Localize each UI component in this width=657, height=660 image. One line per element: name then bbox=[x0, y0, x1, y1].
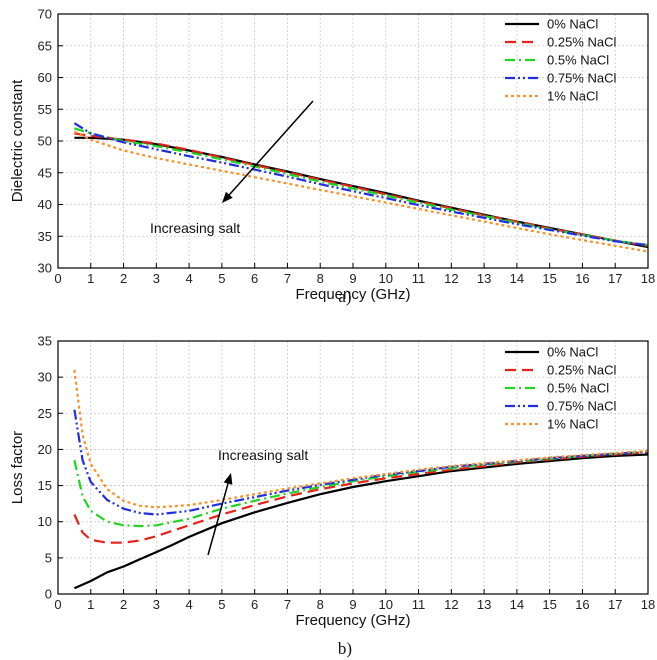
series-line bbox=[73, 453, 649, 590]
x-tick-label: 17 bbox=[608, 597, 622, 612]
x-tick-label: 18 bbox=[641, 597, 655, 612]
x-tick-label: 6 bbox=[251, 271, 258, 286]
x-tick-label: 15 bbox=[542, 597, 556, 612]
y-tick-label: 0 bbox=[45, 587, 52, 602]
y-axis-label: Loss factor bbox=[9, 431, 26, 504]
x-tick-label: 14 bbox=[510, 271, 524, 286]
x-tick-label: 0 bbox=[54, 597, 61, 612]
x-tick-label: 4 bbox=[185, 597, 192, 612]
x-tick-label: 13 bbox=[477, 597, 491, 612]
legend: 0% NaCl 0.25% NaCl 0.5% NaCl 0.75% NaCl 1% N… bbox=[505, 17, 616, 104]
legend-label: 0.25% NaCl bbox=[547, 363, 616, 378]
legend-label: 1% NaCl bbox=[547, 417, 598, 432]
x-tick-label: 12 bbox=[444, 271, 458, 286]
x-tick-label: 13 bbox=[477, 271, 491, 286]
series-line bbox=[73, 369, 649, 509]
y-tick-label: 35 bbox=[38, 334, 52, 349]
y-tick-label: 30 bbox=[38, 370, 52, 385]
legend-label: 1% NaCl bbox=[547, 89, 598, 104]
y-tick-label: 45 bbox=[38, 165, 52, 180]
x-tick-label: 1 bbox=[87, 271, 94, 286]
x-tick-label: 16 bbox=[575, 597, 589, 612]
x-tick-label: 7 bbox=[284, 597, 291, 612]
x-tick-label: 8 bbox=[317, 597, 324, 612]
legend: 0% NaCl 0.25% NaCl 0.5% NaCl 0.75% NaCl 1% N… bbox=[505, 345, 616, 432]
legend-label: 0.25% NaCl bbox=[547, 35, 616, 50]
annotation-arrow-shaft bbox=[228, 100, 314, 196]
x-tick-label: 0 bbox=[54, 271, 61, 286]
x-axis-label: Frequency (GHz) bbox=[295, 286, 410, 303]
annotation-label: Increasing salt bbox=[150, 220, 240, 236]
x-tick-label: 9 bbox=[349, 271, 356, 286]
x-tick-label: 5 bbox=[218, 271, 225, 286]
x-tick-label: 14 bbox=[510, 597, 524, 612]
y-tick-label: 40 bbox=[38, 197, 52, 212]
x-tick-label: 5 bbox=[218, 597, 225, 612]
y-tick-label: 25 bbox=[38, 406, 52, 421]
panel-caption: b) bbox=[338, 639, 352, 658]
x-tick-label: 8 bbox=[317, 271, 324, 286]
series-line bbox=[73, 450, 649, 528]
annotation-arrow-head bbox=[223, 473, 233, 485]
legend-label: 0.75% NaCl bbox=[547, 399, 616, 414]
x-tick-label: 3 bbox=[153, 597, 160, 612]
annotation-label: Increasing salt bbox=[218, 447, 308, 463]
annotation-arrow-head bbox=[222, 191, 233, 203]
legend-label: 0% NaCl bbox=[547, 17, 598, 32]
x-tick-label: 3 bbox=[153, 271, 160, 286]
x-tick-label: 9 bbox=[349, 597, 356, 612]
x-tick-label: 17 bbox=[608, 271, 622, 286]
legend-label: 0.5% NaCl bbox=[547, 53, 609, 68]
y-tick-label: 55 bbox=[38, 102, 52, 117]
x-tick-label: 15 bbox=[542, 271, 556, 286]
x-tick-label: 11 bbox=[412, 271, 426, 286]
x-tick-label: 2 bbox=[120, 271, 127, 286]
y-tick-label: 60 bbox=[38, 70, 52, 85]
x-tick-label: 1 bbox=[87, 597, 94, 612]
x-tick-label: 10 bbox=[379, 597, 393, 612]
x-tick-label: 18 bbox=[641, 271, 655, 286]
y-tick-label: 30 bbox=[38, 261, 52, 276]
series-line bbox=[73, 451, 649, 544]
y-tick-label: 65 bbox=[38, 38, 52, 53]
series-line bbox=[73, 130, 649, 253]
series-line bbox=[73, 122, 649, 247]
x-tick-label: 6 bbox=[251, 597, 258, 612]
legend-label: 0% NaCl bbox=[547, 345, 598, 360]
y-tick-label: 35 bbox=[38, 229, 52, 244]
legend-label: 0.75% NaCl bbox=[547, 71, 616, 86]
x-axis-label: Frequency (GHz) bbox=[295, 612, 410, 629]
legend-label: 0.5% NaCl bbox=[547, 381, 609, 396]
y-tick-label: 5 bbox=[45, 550, 52, 565]
annotation-arrow-shaft bbox=[207, 483, 229, 556]
y-tick-label: 10 bbox=[38, 514, 52, 529]
y-tick-label: 20 bbox=[38, 442, 52, 457]
x-tick-label: 16 bbox=[575, 271, 589, 286]
y-tick-label: 15 bbox=[38, 478, 52, 493]
chart-panel-1: 0 1 2 3 4 5 6 7 8 9 10 11 12 13 14 15 16 17 18051015202530… bbox=[9, 334, 655, 659]
chart-panel-0: 0 1 2 3 4 5 6 7 8 9 10 11 12 13 14 15 16 17 18303540455055… bbox=[9, 7, 655, 307]
x-tick-label: 11 bbox=[412, 597, 426, 612]
y-tick-label: 50 bbox=[38, 134, 52, 149]
x-tick-label: 10 bbox=[379, 271, 393, 286]
x-tick-label: 2 bbox=[120, 597, 127, 612]
x-tick-label: 12 bbox=[444, 597, 458, 612]
y-tick-label: 70 bbox=[38, 7, 52, 22]
x-tick-label: 7 bbox=[284, 271, 291, 286]
x-tick-label: 4 bbox=[185, 271, 192, 286]
y-axis-label: Dielectric constant bbox=[9, 79, 26, 202]
panel-caption: a) bbox=[338, 287, 351, 306]
